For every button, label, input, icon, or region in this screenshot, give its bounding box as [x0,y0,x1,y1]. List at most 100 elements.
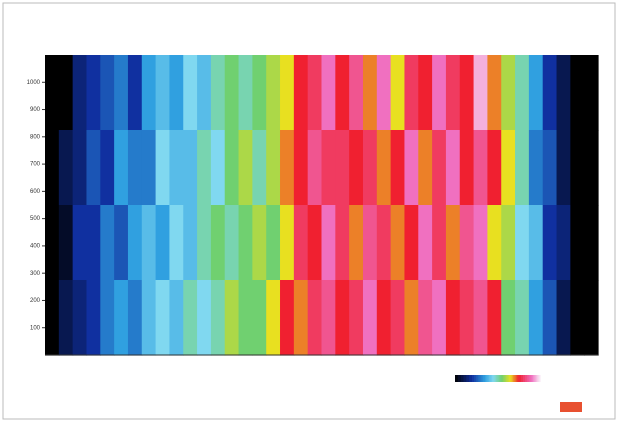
heat-cell [335,130,350,206]
heat-cell [45,130,60,206]
heat-cell [197,130,212,206]
heat-cell [224,205,240,281]
colorbar-segment [507,375,510,382]
heat-cell [487,205,502,281]
colorbar-segment [501,375,504,382]
heat-cell [432,130,447,206]
heat-cell [252,55,267,131]
heat-cell [45,55,60,131]
colorbar-segment [504,375,507,382]
y-tick-label: 300 [30,271,41,277]
heat-cell [404,280,419,356]
heat-cell [445,280,461,356]
colorbar-segment [535,375,538,382]
colorbar-segment [538,375,541,382]
heat-cell [100,205,115,281]
heat-cell [501,55,516,131]
heat-cell [459,205,475,281]
heat-cell [335,55,350,131]
heat-cell [418,55,433,131]
heat-cell [570,130,585,206]
heat-cell [515,130,530,206]
heat-cell [100,280,115,356]
heat-cell [376,280,392,356]
colorbar-segment [494,375,497,382]
colorbar-segment [537,375,540,382]
colorbar-segment [532,375,535,382]
heat-cell [307,280,323,356]
heat-cell [321,130,336,206]
heat-cell [404,55,419,131]
colorbar-segment [487,375,490,382]
heat-cell [390,130,406,206]
heat-cell [238,55,253,131]
heat-cell [418,130,433,206]
heat-cell [473,55,488,131]
heat-cell [473,205,488,281]
heat-cell [501,130,516,206]
heat-cell [335,205,350,281]
heat-cell [280,205,295,281]
heat-cell [376,205,392,281]
heat-cell [307,55,323,131]
colorbar-segment [490,375,493,382]
heat-cell [570,205,585,281]
heat-cell [293,130,309,206]
heat-cell [528,130,544,206]
heat-cell [390,205,406,281]
colorbar-segment [523,375,526,382]
heat-cell [418,280,433,356]
heat-cell [376,130,392,206]
heat-cell [86,205,101,281]
heat-cell [349,130,364,206]
heat-cell [362,130,378,206]
colorbar-segment [455,375,459,382]
colorbar-segment [500,375,503,382]
colorbar-segment [478,375,481,382]
colorbar-segment [496,375,498,382]
heat-cell [349,205,364,281]
heat-cell [155,55,171,131]
heat-cell [210,55,226,131]
colorbar-segment [457,375,462,382]
heat-cell [584,280,599,356]
heat-cell [86,55,101,131]
y-tick-label: 700 [30,162,41,168]
heat-cell [321,280,336,356]
heat-cell [252,130,267,206]
heat-cell [141,205,157,281]
colorbar-segment [489,375,491,382]
colorbar-segment [511,375,514,382]
colorbar-segment [460,375,464,382]
heat-cell [86,130,101,206]
heat-cell [224,55,240,131]
heat-cell [432,55,447,131]
heat-cell [584,130,599,206]
colorbar-segment [497,375,500,382]
heat-cell [542,130,558,206]
colorbar-segment [463,375,467,382]
y-tick-label: 600 [30,189,41,195]
heat-cell [404,130,419,206]
heat-cell [280,130,295,206]
heat-cell [556,280,571,356]
heat-cell [349,280,364,356]
heat-cell [293,280,309,356]
colorbar-segment [503,375,506,382]
colorbar-segment [484,375,487,382]
heat-cell [542,205,558,281]
colorbar-segment [480,375,484,382]
colorbar-segment [513,375,515,382]
heat-cell [183,205,198,281]
logo [560,402,582,412]
colorbar-segment [508,375,511,382]
heat-cell [183,55,198,131]
heat-cell [45,280,60,356]
heat-cell [459,55,475,131]
heat-cell [556,55,571,131]
heat-cell [224,280,240,356]
heat-cell [362,55,378,131]
colorbar-segment [525,375,528,382]
